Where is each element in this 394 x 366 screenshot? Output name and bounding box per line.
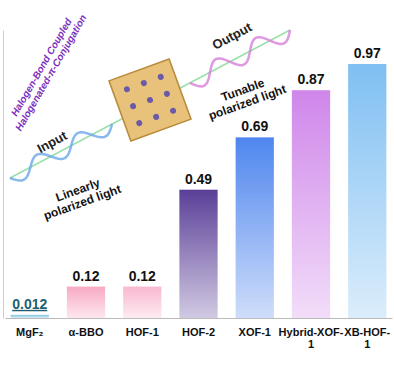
- x-tick: Hybrid-XOF-1: [279, 318, 344, 350]
- x-tick: α-BBO: [69, 318, 104, 338]
- crystal-node: [135, 119, 143, 127]
- light-wave: [10, 124, 112, 181]
- chart: MgF₂ α-BBO HOF-1 HOF-2 XOF-1 Hybrid-XOF-1XB-H…: [0, 0, 394, 366]
- crystal-node: [157, 73, 165, 81]
- annotation: Output: [210, 19, 255, 53]
- data-label: 0.12: [72, 268, 99, 284]
- annotation: Tunablepolarized light: [202, 69, 288, 122]
- x-tick: MgF₂: [16, 318, 44, 338]
- bar: [11, 315, 49, 318]
- data-label: 0.97: [354, 45, 381, 61]
- bar: [292, 90, 330, 318]
- data-label: 0.69: [241, 118, 268, 134]
- x-tick-label: HOF-2: [182, 326, 215, 338]
- bar: [123, 287, 161, 318]
- y-axis-line: [3, 31, 4, 319]
- data-label: 0.012: [12, 296, 47, 312]
- bar: [348, 64, 386, 318]
- x-tick-label: XOF-1: [239, 326, 271, 338]
- x-tick-label: HOF-1: [126, 326, 159, 338]
- crystal-node: [163, 90, 171, 98]
- bar: [236, 137, 274, 318]
- x-tick-label: MgF₂: [16, 326, 44, 338]
- bar: [179, 190, 217, 318]
- x-tick: XOF-1: [239, 318, 271, 338]
- x-tick: HOF-2: [182, 318, 215, 338]
- crystal-node: [123, 85, 131, 93]
- annotation: Linearlypolarized light: [37, 169, 123, 222]
- data-labels: 0.012 0.12 0.12 0.49 0.69 0.87 0.97: [12, 45, 381, 312]
- x-tick: XB-HOF-1: [344, 318, 390, 350]
- annotation: Input: [34, 128, 70, 156]
- crystal-face: [109, 59, 191, 141]
- data-label: 0.49: [185, 171, 212, 187]
- y-axis: [3, 31, 4, 319]
- bars: [11, 64, 387, 318]
- data-label: 0.12: [129, 268, 156, 284]
- crystal-node: [140, 79, 148, 87]
- crystal-node: [146, 96, 154, 104]
- x-tick-label: α-BBO: [69, 326, 104, 338]
- x-axis: MgF₂ α-BBO HOF-1 HOF-2 XOF-1 Hybrid-XOF-1XB-H…: [6, 318, 393, 350]
- bar: [67, 287, 105, 318]
- x-tick-label: XB-HOF-1: [344, 326, 390, 351]
- x-axis-line: [6, 318, 393, 319]
- crystal-node: [152, 113, 160, 121]
- crystal: [109, 59, 191, 141]
- crystal-node: [169, 107, 177, 115]
- crystal-node: [129, 102, 137, 110]
- x-tick: HOF-1: [126, 318, 159, 338]
- annotation: Halogen-Bond CoupledHalogenated-π-Conjug…: [3, 7, 88, 132]
- annotations: Halogen-Bond CoupledHalogenated-π-Conjug…: [3, 7, 287, 223]
- data-label: 0.87: [297, 71, 324, 87]
- x-tick-label: Hybrid-XOF-1: [279, 326, 344, 351]
